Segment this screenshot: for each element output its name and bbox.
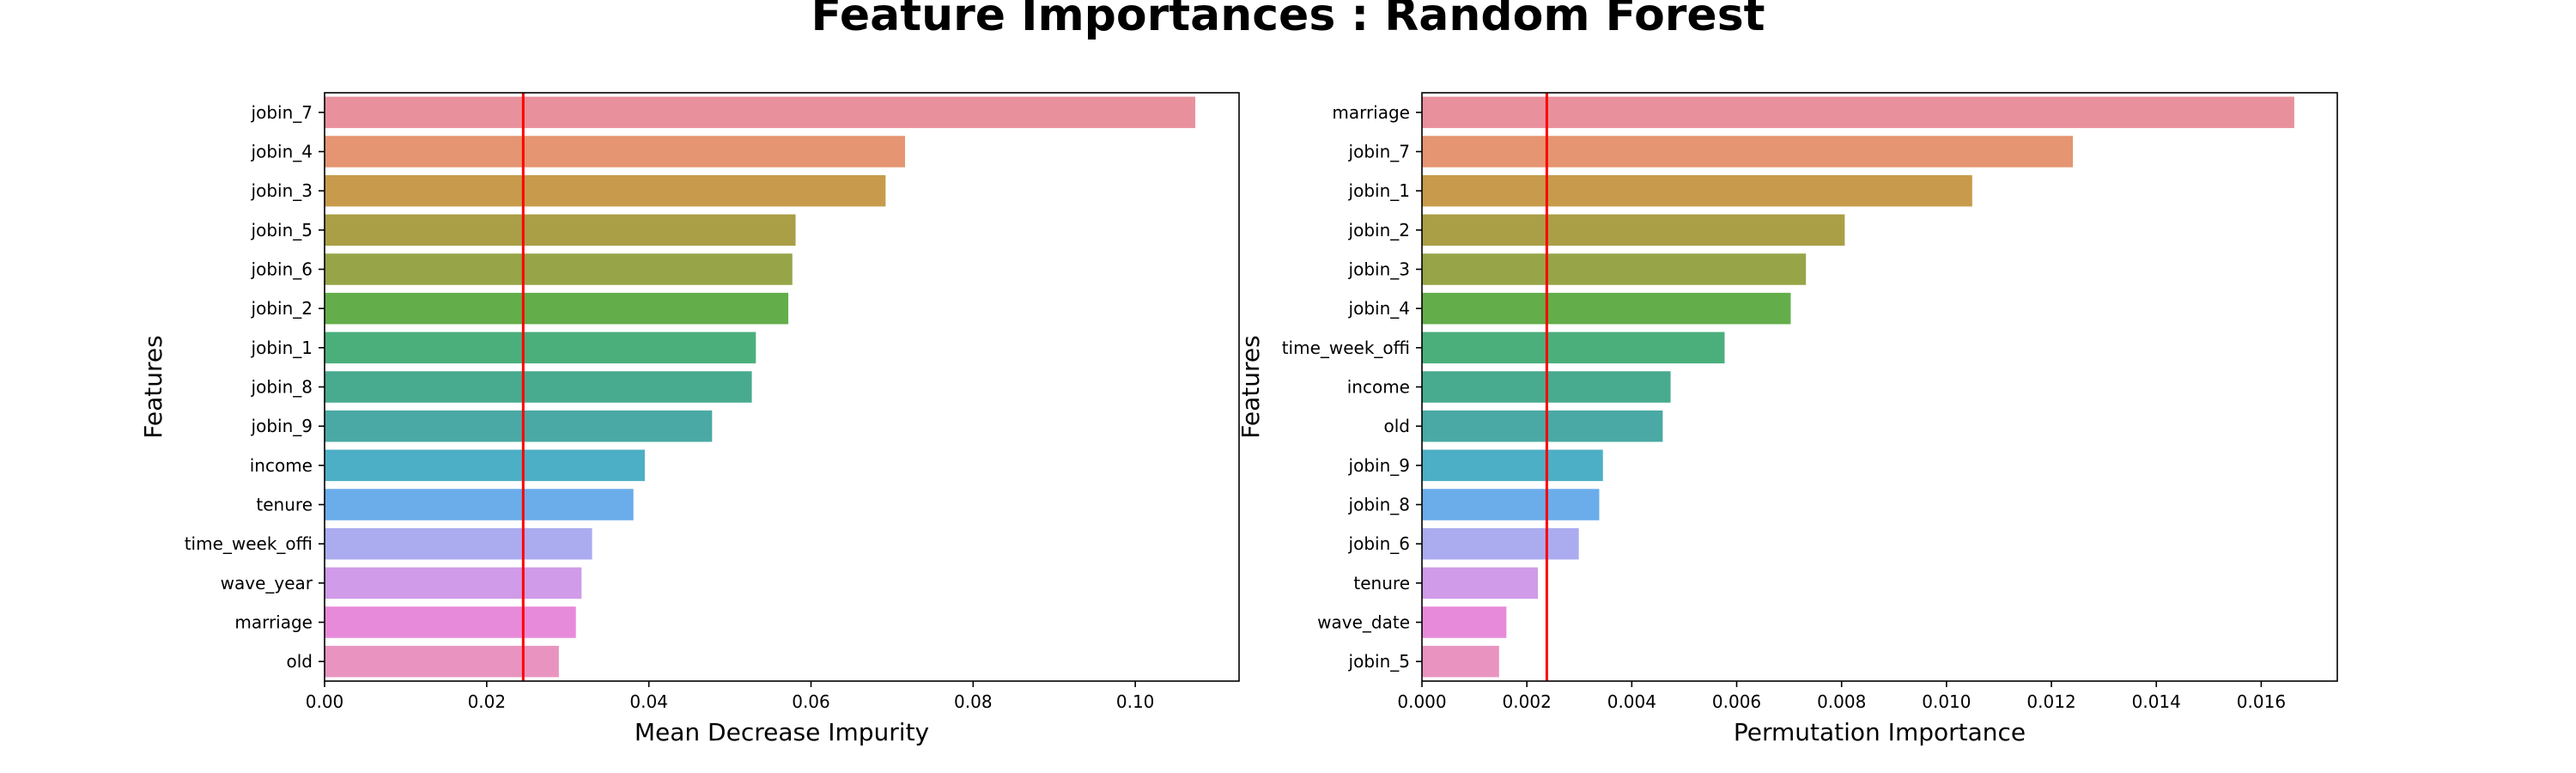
plot-frame: [1421, 92, 2338, 682]
bar: [1422, 527, 1579, 560]
y-tick-label: jobin_8: [251, 377, 313, 398]
y-tick-label: jobin_1: [1348, 180, 1410, 201]
y-tick-label: marriage: [234, 612, 313, 633]
x-tick-label: 0.08: [954, 691, 993, 712]
bar: [1422, 332, 1725, 364]
figure-title: Feature Importances : Random Forest: [811, 0, 1765, 41]
bar: [325, 606, 576, 638]
x-tick-label: 0.000: [1397, 691, 1446, 712]
x-tick-label: 0.02: [468, 691, 507, 712]
y-tick-label: jobin_8: [1348, 495, 1410, 515]
bar: [1422, 136, 2074, 167]
y-tick-label: time_week_offi: [185, 533, 313, 554]
y-tick-label: jobin_3: [251, 180, 313, 201]
y-tick-label: wave_date: [1317, 612, 1410, 633]
bar: [1422, 489, 1600, 520]
y-tick-label: jobin_4: [251, 142, 313, 162]
y-tick-label: wave_year: [221, 573, 313, 593]
x-tick-label: 0.04: [629, 691, 668, 712]
x-tick-label: 0.016: [2237, 691, 2286, 712]
bar: [325, 410, 713, 442]
x-tick-label: 0.002: [1503, 691, 1552, 712]
bar: [325, 645, 559, 678]
bar: [325, 96, 1196, 129]
y-tick-label: old: [1384, 416, 1411, 436]
y-tick-label: income: [250, 455, 313, 476]
bar: [1422, 96, 2294, 129]
y-tick-label: jobin_7: [251, 102, 313, 123]
x-tick-label: 0.006: [1712, 691, 1761, 712]
bar: [325, 449, 645, 482]
bar: [325, 332, 756, 364]
x-tick-label: 0.004: [1607, 691, 1656, 712]
y-axis-label: Features: [139, 335, 167, 438]
bar: [1422, 292, 1791, 325]
x-tick-label: 0.00: [306, 691, 344, 712]
bar: [325, 567, 582, 600]
x-tick-label: 0.012: [2026, 691, 2075, 712]
bar: [1422, 253, 1807, 285]
bar: [325, 214, 796, 247]
x-axis-label: Permutation Importance: [1734, 718, 2026, 746]
chart-permutation-importance: marriage jobin_7 jobin_1 jobin_2 jobin_3jobi…: [1236, 92, 2338, 746]
y-tick-label: jobin_9: [1348, 455, 1410, 476]
y-tick-label: jobin_5: [1348, 651, 1410, 672]
y-tick-label: jobin_2: [251, 298, 313, 319]
x-tick-label: 0.014: [2132, 691, 2181, 712]
bar: [325, 489, 634, 520]
y-tick-label: income: [1347, 377, 1410, 398]
y-tick-label: time_week_offi: [1282, 338, 1410, 358]
y-tick-label: jobin_1: [251, 338, 313, 358]
y-axis-label: Features: [1236, 335, 1265, 438]
y-tick-label: jobin_5: [251, 220, 313, 240]
bar: [325, 371, 752, 403]
x-tick-label: 0.06: [792, 691, 830, 712]
bar: [325, 174, 886, 207]
y-tick-label: jobin_3: [1348, 259, 1410, 280]
y-tick-label: tenure: [1353, 573, 1410, 593]
y-tick-label: old: [287, 651, 313, 672]
y-tick-label: jobin_4: [1348, 298, 1410, 319]
y-tick-label: marriage: [1332, 102, 1410, 123]
chart-mean-decrease-impurity: jobin_7 jobin_4 jobin_3 jobin_5 jobin_6jobin…: [139, 92, 1240, 746]
x-tick-label: 0.008: [1817, 691, 1866, 712]
bar: [325, 527, 592, 560]
bar: [1422, 449, 1603, 482]
bar: [325, 136, 906, 167]
plot-frame: [324, 92, 1240, 682]
bar: [1422, 410, 1663, 442]
bar: [1422, 645, 1499, 678]
bar: [325, 253, 793, 285]
x-axis-label: Mean Decrease Impurity: [635, 718, 929, 746]
bar: [1422, 174, 1972, 207]
bar: [325, 292, 789, 325]
bar: [1422, 567, 1539, 600]
x-tick-label: 0.10: [1116, 691, 1155, 712]
y-tick-label: jobin_7: [1348, 142, 1410, 162]
x-tick-label: 0.010: [1922, 691, 1971, 712]
y-tick-label: jobin_6: [251, 259, 313, 280]
y-tick-label: tenure: [256, 495, 313, 515]
y-tick-label: jobin_6: [1348, 533, 1410, 554]
y-tick-label: jobin_2: [1348, 220, 1410, 240]
bar: [1422, 606, 1507, 638]
y-tick-label: jobin_9: [251, 416, 313, 436]
bar: [1422, 214, 1845, 247]
